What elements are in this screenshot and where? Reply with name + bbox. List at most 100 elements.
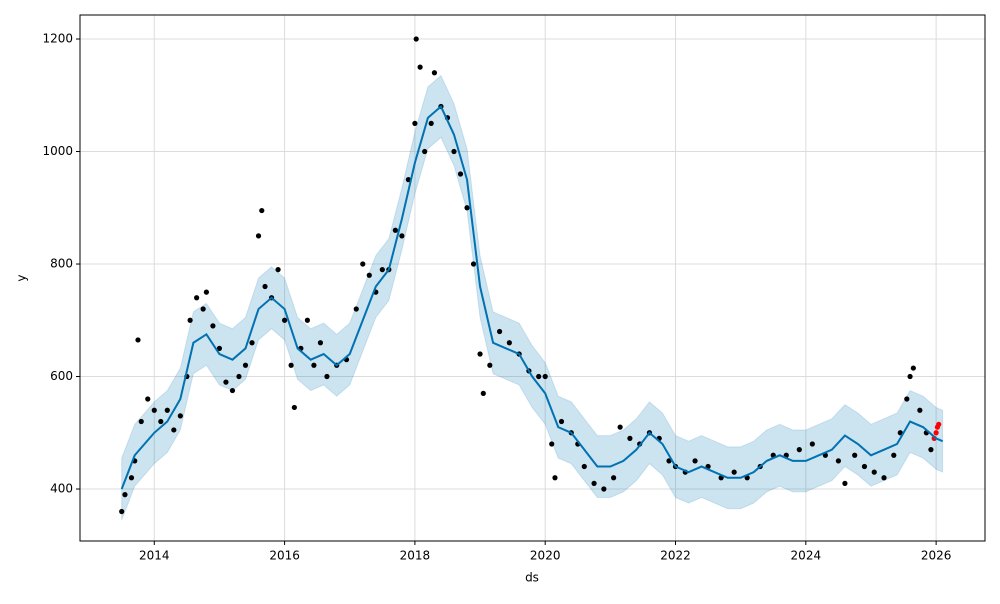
data-point — [249, 340, 255, 346]
data-point — [480, 390, 486, 396]
data-point — [692, 458, 698, 464]
x-tick-label: 2022 — [660, 549, 691, 563]
data-point — [861, 463, 868, 470]
data-point — [194, 295, 200, 301]
y-axis-label: y — [15, 274, 29, 281]
x-tick-label: 2018 — [400, 549, 431, 563]
data-point — [506, 340, 512, 346]
data-point — [457, 171, 464, 177]
data-point — [907, 373, 913, 380]
y-tick-label: 1000 — [42, 144, 73, 158]
data-point — [151, 407, 157, 413]
data-point — [158, 418, 164, 425]
data-point — [835, 458, 842, 464]
data-point — [324, 373, 330, 380]
data-point — [216, 345, 223, 351]
uncertainty-band — [121, 74, 944, 521]
data-point — [275, 267, 281, 273]
data-point — [288, 362, 294, 368]
data-point — [627, 435, 633, 441]
data-point — [317, 340, 324, 346]
data-point — [262, 283, 268, 290]
data-point — [304, 317, 310, 323]
data-point — [164, 407, 170, 413]
data-point — [731, 469, 737, 475]
data-point — [223, 379, 229, 385]
data-point — [171, 427, 177, 433]
data-point — [477, 351, 483, 357]
data-point — [933, 430, 939, 436]
data-point — [128, 475, 135, 481]
axes-frame — [79, 14, 986, 542]
data-point — [259, 207, 265, 214]
data-point — [451, 148, 457, 155]
data-point — [496, 328, 503, 335]
data-point — [422, 148, 428, 155]
data-point — [360, 261, 366, 267]
data-point — [122, 492, 128, 498]
data-point — [928, 447, 934, 453]
data-point — [881, 475, 887, 481]
data-point — [470, 261, 477, 267]
data-point — [617, 424, 623, 430]
data-point — [891, 452, 897, 458]
data-point — [542, 373, 548, 380]
data-point — [392, 227, 398, 233]
data-point — [809, 441, 815, 447]
data-point — [897, 430, 903, 436]
data-point — [601, 486, 607, 492]
x-tick-label: 2016 — [269, 549, 300, 563]
data-point — [413, 36, 419, 42]
forecast-line — [120, 104, 944, 490]
data-point — [138, 418, 144, 425]
data-point — [291, 404, 297, 411]
data-point — [242, 362, 249, 368]
data-point — [255, 233, 262, 239]
data-point — [311, 362, 317, 368]
data-point — [842, 480, 848, 486]
data-point — [796, 447, 802, 453]
y-tick-label: 1200 — [42, 32, 73, 46]
data-point — [236, 373, 242, 380]
data-point — [591, 480, 597, 486]
x-tick-label: 2026 — [921, 549, 952, 563]
y-tick-label: 400 — [50, 482, 73, 496]
data-point — [135, 337, 141, 343]
data-point — [431, 70, 438, 76]
data-point — [200, 306, 206, 312]
data-point — [399, 233, 405, 239]
data-point — [177, 413, 183, 419]
data-point — [558, 418, 565, 425]
data-point — [417, 64, 423, 70]
data-point — [187, 317, 193, 323]
data-point — [936, 421, 942, 427]
data-point — [210, 323, 216, 329]
data-point — [281, 317, 288, 323]
x-axis-label: ds — [525, 571, 539, 585]
data-point — [119, 508, 125, 515]
data-point — [904, 396, 910, 402]
data-point — [353, 306, 359, 312]
data-point — [666, 458, 672, 464]
data-point — [464, 205, 470, 211]
data-point — [145, 396, 151, 402]
data-point — [412, 120, 418, 126]
y-tick-label: 800 — [50, 257, 73, 271]
data-point — [917, 407, 923, 413]
x-tick-label: 2014 — [139, 549, 170, 563]
data-point — [581, 463, 587, 470]
data-point — [229, 387, 236, 394]
data-point — [428, 120, 434, 126]
data-point — [366, 272, 372, 278]
y-tick-label: 600 — [50, 369, 73, 383]
data-point — [203, 289, 210, 295]
data-point — [549, 441, 555, 447]
x-tick-label: 2024 — [791, 549, 822, 563]
data-point — [611, 475, 617, 481]
data-point — [871, 469, 877, 475]
data-point — [852, 452, 858, 458]
data-point — [379, 267, 385, 273]
data-point — [910, 365, 916, 371]
